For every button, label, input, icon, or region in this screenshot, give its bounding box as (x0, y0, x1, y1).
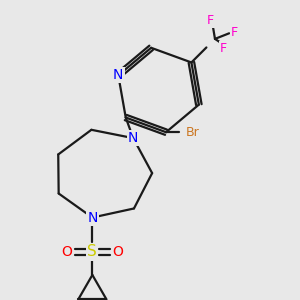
Text: O: O (112, 245, 124, 259)
Text: N: N (87, 211, 98, 224)
Text: S: S (88, 244, 97, 259)
Text: N: N (113, 68, 124, 82)
Text: N: N (128, 131, 138, 145)
Text: F: F (207, 14, 214, 27)
Text: O: O (61, 245, 72, 259)
Text: F: F (231, 26, 238, 39)
Text: F: F (220, 42, 227, 55)
Text: Br: Br (186, 126, 200, 139)
